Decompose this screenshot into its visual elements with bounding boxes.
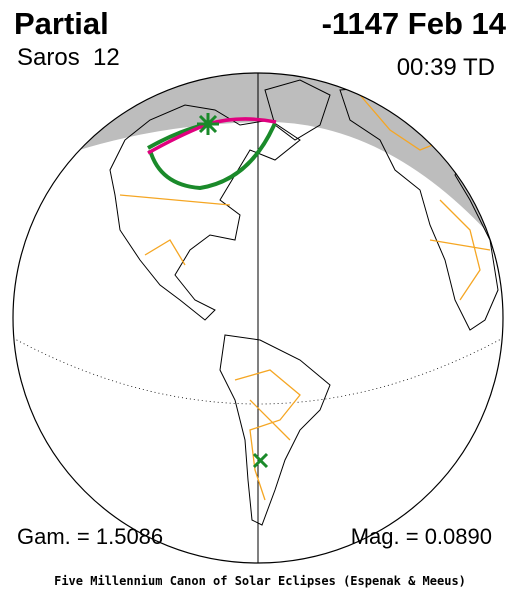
north-america — [109, 104, 301, 321]
sub-solar-point — [252, 452, 269, 469]
globe-outline — [12, 72, 504, 564]
border — [234, 369, 301, 501]
daylight — [13, 121, 503, 563]
globe — [13, 73, 503, 563]
eclipse-time: 00:39 TD — [396, 54, 495, 81]
saros: Saros 12 — [17, 44, 120, 71]
border — [429, 239, 491, 251]
eclipse-date: -1147 Feb 14 — [321, 6, 506, 41]
greatest-eclipse-point — [197, 113, 219, 135]
border — [144, 239, 186, 266]
south-america — [219, 334, 331, 526]
eclipse-type: Partial — [14, 6, 109, 41]
credit: Five Millennium Canon of Solar Eclipses … — [54, 574, 466, 588]
border — [119, 194, 231, 206]
eclipse-limit-curve — [148, 122, 277, 191]
border — [249, 399, 291, 441]
gamma: Gam. = 1.5086 — [17, 524, 164, 549]
magnitude: Mag. = 0.0890 — [350, 524, 492, 549]
border — [439, 199, 481, 301]
